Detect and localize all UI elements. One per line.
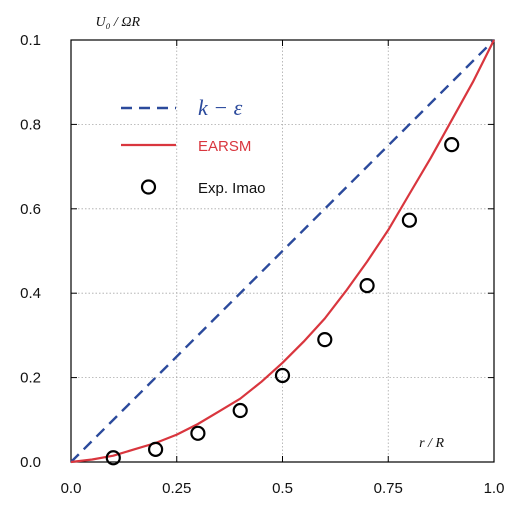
axes: 0.0 0.25 0.5 0.75 1.0 0.0 0.2 0.4 0.6 0.8 0.1 bbox=[20, 32, 504, 497]
legend-label: Exp. Imao bbox=[198, 180, 266, 197]
data-point bbox=[105, 450, 121, 466]
data-point bbox=[148, 441, 164, 457]
series-line bbox=[70, 39, 495, 464]
data-point bbox=[274, 367, 291, 384]
y-tick-label: 0.4 bbox=[20, 285, 41, 302]
data-point bbox=[232, 402, 248, 419]
y-tick-label: 0.6 bbox=[20, 201, 41, 218]
legend-label: k − ε bbox=[198, 95, 243, 120]
y-tick-label: 0.8 bbox=[20, 116, 41, 133]
y-tick-label: 0.2 bbox=[20, 370, 41, 387]
series-2 bbox=[70, 39, 495, 464]
series bbox=[70, 39, 495, 466]
legend-item: Exp. Imao bbox=[140, 179, 266, 197]
legend: k − ε EARSM Exp. Imao bbox=[121, 95, 266, 197]
x-tick-label: 0.5 bbox=[272, 480, 293, 497]
series-1 bbox=[70, 39, 495, 463]
y-tick-label: 0.1 bbox=[20, 32, 41, 49]
x-tick-label: 0.0 bbox=[61, 480, 82, 497]
legend-label: EARSM bbox=[198, 138, 251, 155]
legend-item: k − ε bbox=[121, 95, 243, 120]
legend-marker bbox=[140, 179, 157, 195]
data-point bbox=[401, 212, 417, 228]
data-point bbox=[359, 278, 375, 294]
legend-item: EARSM bbox=[121, 138, 251, 155]
x-tick-label: 0.25 bbox=[162, 480, 191, 497]
series-line bbox=[70, 39, 495, 463]
data-point bbox=[317, 332, 333, 348]
y-tick-label: 0.0 bbox=[20, 454, 41, 471]
data-point bbox=[444, 137, 460, 153]
x-axis-title: r / R bbox=[419, 436, 444, 451]
series-3 bbox=[105, 137, 460, 466]
x-tick-label: 1.0 bbox=[484, 480, 505, 497]
y-axis-title: U₀ / ΩR bbox=[95, 15, 140, 30]
x-tick-label: 0.75 bbox=[374, 480, 403, 497]
data-point bbox=[190, 425, 206, 441]
